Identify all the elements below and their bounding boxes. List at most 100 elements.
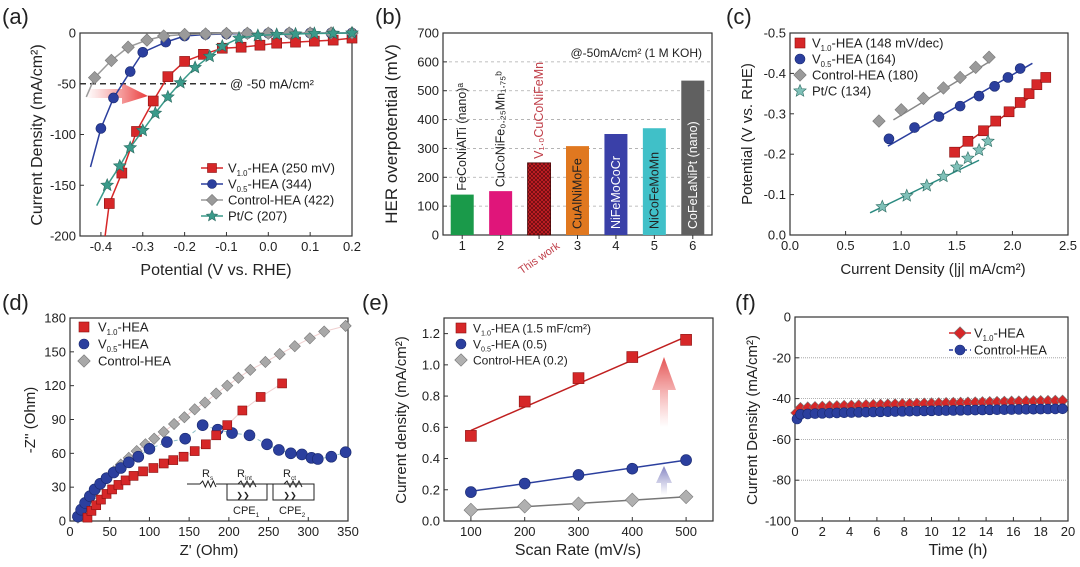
a-data-point xyxy=(124,66,136,77)
b-y-tick-label: 700 xyxy=(417,26,439,41)
e-data-point xyxy=(572,372,585,384)
d-data-point xyxy=(273,348,286,361)
d-data-point xyxy=(339,319,352,332)
d-data-point xyxy=(115,462,127,474)
f-x-tick-label: 2 xyxy=(819,524,826,539)
panel-a-lsv-polarization: (a) 0 -50 -100 -150 -200 -0.4 -0.3 -0.2 -0.1 0.0 0.… xyxy=(2,4,361,279)
a-data-point xyxy=(345,25,359,39)
d-legend-label: V1.0-HEA xyxy=(98,320,149,337)
d-data-point xyxy=(244,363,257,376)
a-data-point xyxy=(162,71,174,82)
c-x-tick-label: 0.0 xyxy=(781,238,799,253)
e-y-tick-label: 0.4 xyxy=(422,451,440,466)
b-bar xyxy=(681,80,705,235)
c-data-point xyxy=(973,90,985,102)
c-data-point xyxy=(982,50,996,64)
a-series-line-3 xyxy=(96,32,353,206)
a-data-point xyxy=(157,29,171,43)
a-data-point xyxy=(148,105,163,120)
a-y-tick-label: -200 xyxy=(50,229,76,244)
a-y-tick-label: 0 xyxy=(69,26,76,41)
a-data-point xyxy=(326,26,341,40)
c-data-point xyxy=(872,114,886,128)
d-x-tick-label: 50 xyxy=(102,524,116,539)
a-data-point xyxy=(112,158,127,172)
b-bar-label: CuCoNiFe₀.₂₅Mn₁.₇₅ᵇ xyxy=(494,71,508,187)
c-data-point xyxy=(949,146,960,158)
e-x-tick-label: 300 xyxy=(568,524,590,539)
a-y-axis-label: Current Density (mA/cm²) xyxy=(29,44,46,225)
d-y-tick-label: 120 xyxy=(44,378,66,393)
c-y-tick-label: -0.3 xyxy=(764,106,786,121)
c-y-tick-label: -0.4 xyxy=(764,66,786,81)
a-data-point xyxy=(103,198,115,209)
f-legend-marker xyxy=(954,344,966,356)
b-bar-label: V₁.₀CuCoNiFeMn xyxy=(532,62,546,159)
b-x-tick-label: 4 xyxy=(612,238,619,253)
f-y-tick-label: -100 xyxy=(765,514,791,529)
d-data-point xyxy=(312,453,324,465)
a-legend-label: Control-HEA (422) xyxy=(228,193,334,208)
d-data-point xyxy=(261,438,273,451)
d-y-tick-label: 150 xyxy=(44,344,66,359)
e-data-point xyxy=(678,489,694,505)
b-bar xyxy=(489,191,513,235)
c-data-point xyxy=(919,178,934,192)
d-cpe2-icon: ❯❯ xyxy=(283,491,296,500)
e-legend-label: V1.0-HEA (1.5 mF/cm²) xyxy=(473,322,591,338)
a-data-point xyxy=(160,89,175,103)
d-data-point xyxy=(221,379,234,392)
e-legend-marker xyxy=(455,338,467,350)
d-x-tick-label: 250 xyxy=(258,524,280,539)
a-y-tick-label: -50 xyxy=(57,76,76,91)
d-data-point xyxy=(259,355,272,369)
c-data-point xyxy=(989,81,1000,92)
b-x-tick-label: 5 xyxy=(651,238,658,253)
e-data-point xyxy=(572,469,585,481)
a-legend-marker xyxy=(207,179,217,189)
a-legend-label: V1.0-HEA (250 mV) xyxy=(228,161,335,178)
d-data-point xyxy=(273,444,285,456)
c-data-point xyxy=(936,81,951,95)
e-y-tick-label: 1.2 xyxy=(422,326,440,341)
b-bar xyxy=(642,128,666,235)
a-data-point xyxy=(147,95,159,107)
b-y-tick-label: 500 xyxy=(417,83,439,98)
e-data-point xyxy=(571,496,586,512)
b-x-tick-label: 3 xyxy=(574,238,581,253)
c-y-axis-label: Potential (V vs. RHE) xyxy=(739,63,756,205)
d-data-point xyxy=(132,450,145,463)
d-data-point xyxy=(196,419,209,431)
f-x-tick-label: 12 xyxy=(952,524,966,539)
e-data-point xyxy=(465,430,477,442)
c-y-tick-label: -0.2 xyxy=(764,147,786,162)
c-data-point xyxy=(883,133,895,145)
d-legend-marker xyxy=(77,354,91,368)
d-data-point xyxy=(161,436,173,448)
c-y-tick-label: -0.5 xyxy=(764,26,786,41)
e-y-tick-label: 0.0 xyxy=(422,514,440,529)
d-data-point xyxy=(201,439,211,450)
a-data-point xyxy=(271,37,282,49)
d-data-point xyxy=(158,458,169,469)
d-data-point xyxy=(277,378,287,389)
e-x-tick-label: 500 xyxy=(675,524,697,539)
f-y-tick-label: -20 xyxy=(772,350,791,365)
d-resistor-rct xyxy=(283,479,303,489)
b-bar xyxy=(566,146,589,235)
d-y-axis-label: -Z'' (Ohm) xyxy=(22,387,39,454)
d-panel-label: (d) xyxy=(2,290,29,315)
e-data-point xyxy=(518,395,531,408)
b-x-tick-label: 1 xyxy=(459,238,466,253)
c-legend-label: Control-HEA (180) xyxy=(812,68,918,83)
d-legend-label: Control-HEA xyxy=(98,354,171,369)
a-x-axis-label: Potential (V vs. RHE) xyxy=(140,262,291,279)
d-data-point xyxy=(211,430,221,441)
b-x-tick-label: 6 xyxy=(689,238,696,253)
d-data-point xyxy=(318,325,331,338)
b-bar-label: NiFeMoCoCr xyxy=(609,156,623,229)
d-label-cpe1: CPE1 xyxy=(233,505,260,519)
b-y-tick-label: 200 xyxy=(417,170,439,185)
a-data-point xyxy=(123,140,138,154)
